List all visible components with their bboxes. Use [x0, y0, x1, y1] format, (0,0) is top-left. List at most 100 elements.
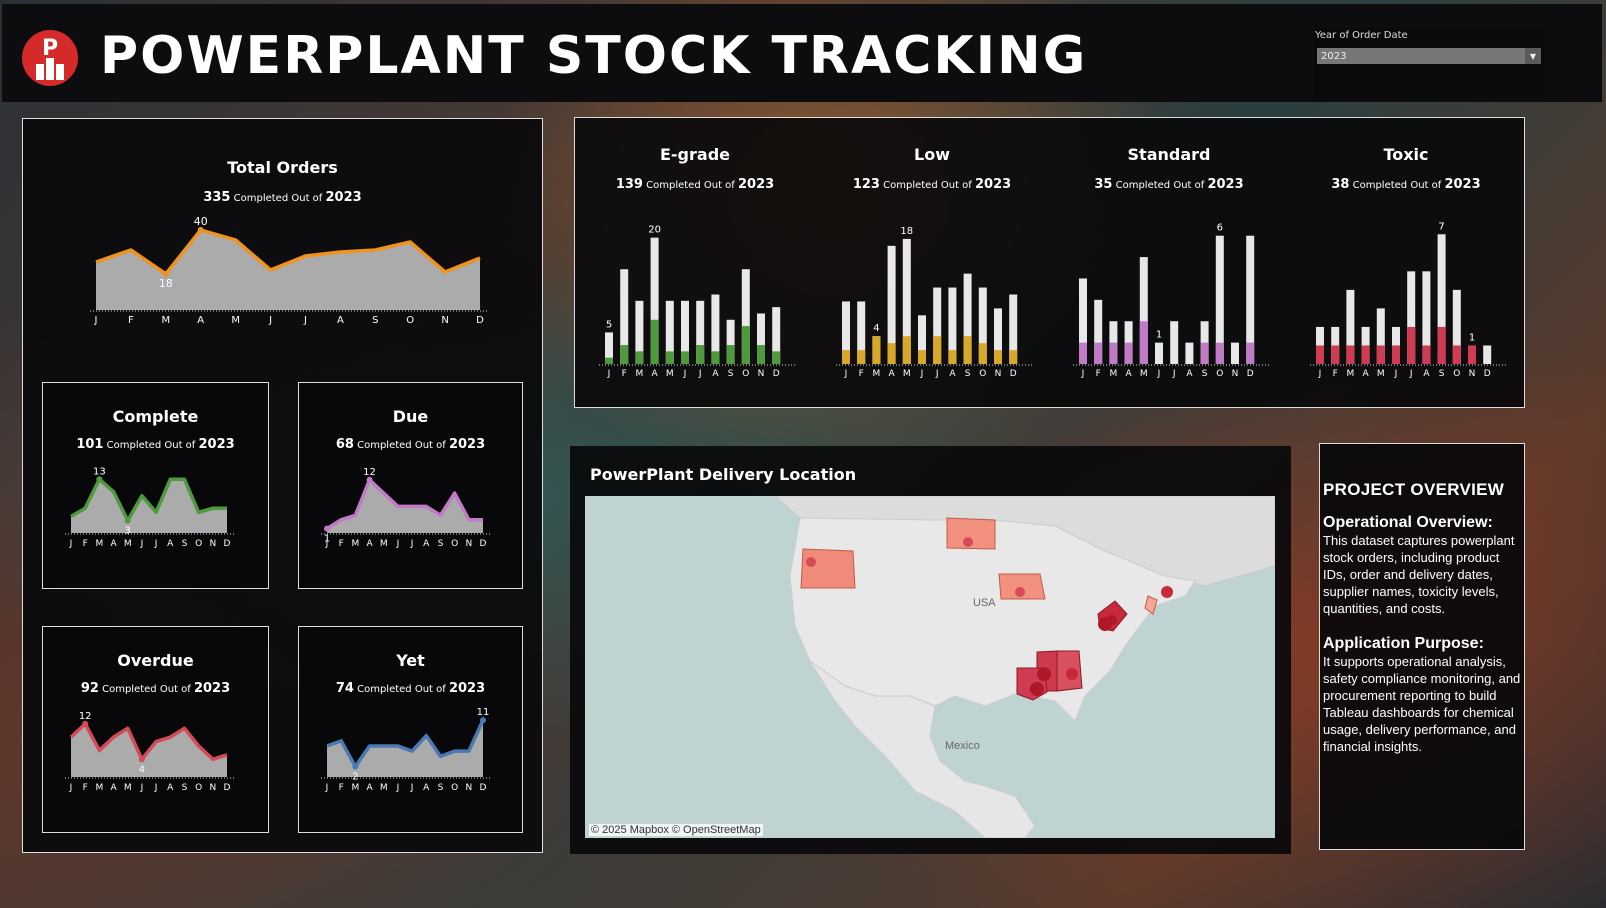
- x-tick-label: O: [406, 315, 414, 326]
- x-tick-label: J: [396, 783, 400, 793]
- standard-svg: J F M A M J J A S O N D16: [1073, 223, 1269, 379]
- map-point: [1030, 682, 1044, 696]
- bar-completed: [1422, 345, 1431, 364]
- x-tick-label: J: [1172, 369, 1176, 379]
- egrade-subtitle: 139 Completed Out of 2023: [615, 177, 775, 192]
- x-tick-label: S: [1439, 369, 1445, 379]
- x-tick-label: J: [325, 539, 329, 549]
- bar-total: [963, 273, 972, 364]
- map-point: [1107, 615, 1117, 625]
- bar-completed: [681, 351, 689, 364]
- x-tick-label: A: [167, 783, 174, 793]
- map-state-oregon: [800, 548, 856, 589]
- bar-completed: [1109, 342, 1118, 364]
- x-tick-label: A: [110, 783, 117, 793]
- x-tick-label: A: [197, 315, 204, 326]
- total-orders-chart[interactable]: Total Orders 335 Completed Out of 2023 J…: [22, 118, 543, 338]
- map-state-delaware: [1144, 595, 1158, 615]
- map-title: PowerPlant Delivery Location: [590, 465, 857, 484]
- x-tick-label: M: [124, 783, 132, 793]
- map-attribution[interactable]: © 2025 Mapbox © OpenStreetMap: [589, 824, 763, 836]
- x-tick-label: N: [758, 369, 765, 379]
- bar-completed: [1079, 342, 1087, 364]
- x-tick-label: J: [268, 315, 272, 326]
- bar-completed: [665, 351, 674, 364]
- year-filter-dropdown[interactable]: 2023 ▼: [1317, 48, 1541, 64]
- x-tick-label: S: [182, 783, 188, 793]
- delivery-map[interactable]: USA Mexico © 2025 Mapbox © OpenStreetMap: [585, 496, 1275, 838]
- complete-title: Complete: [112, 407, 199, 426]
- x-tick-label: A: [712, 369, 719, 379]
- x-tick-label: J: [69, 539, 73, 549]
- x-tick-label: A: [1423, 369, 1430, 379]
- x-tick-label: M: [1140, 369, 1148, 379]
- bar-completed: [994, 350, 1002, 364]
- series-line: [326, 719, 485, 769]
- bar-completed: [1376, 345, 1385, 364]
- bar-completed: [757, 345, 765, 364]
- x-tick-label: M: [1377, 369, 1385, 379]
- chevron-down-icon[interactable]: ▼: [1525, 48, 1541, 64]
- min-label: 18: [159, 277, 173, 290]
- bar-total: [665, 300, 674, 364]
- bar-total: [1376, 308, 1385, 364]
- min-label: 4: [873, 323, 879, 334]
- bar-total: [842, 301, 850, 364]
- year-filter-label: Year of Order Date: [1315, 30, 1408, 41]
- bar-total: [605, 332, 613, 364]
- series-line: [95, 228, 481, 276]
- x-tick-label: D: [1010, 369, 1017, 379]
- max-point: [96, 476, 103, 483]
- x-tick-label: O: [1216, 369, 1223, 379]
- bar-completed: [857, 350, 866, 364]
- bar-total: [1155, 342, 1163, 364]
- overdue-title: Overdue: [117, 651, 194, 670]
- x-tick-label: M: [351, 539, 359, 549]
- x-tick-label: F: [339, 783, 344, 793]
- max-label: 40: [194, 215, 208, 228]
- bar-completed: [1331, 345, 1340, 364]
- x-tick-label: M: [161, 315, 170, 326]
- min-label: 1: [1469, 332, 1475, 343]
- min-label: 2: [352, 772, 358, 783]
- egrade-title: E-grade: [659, 145, 730, 164]
- year-filter-value: 2023: [1321, 50, 1347, 62]
- max-label: 12: [79, 711, 92, 722]
- header-bar: P POWERPLANT STOCK TRACKING Year of Orde…: [2, 4, 1602, 102]
- yet-subtitle: 74 Completed Out of 2023: [335, 681, 486, 696]
- x-tick-label: O: [451, 783, 458, 793]
- x-tick-label: M: [636, 369, 644, 379]
- year-filter[interactable]: Year of Order Date 2023 ▼: [1314, 28, 1544, 98]
- x-tick-label: M: [124, 539, 132, 549]
- x-tick-label: S: [728, 369, 734, 379]
- x-tick-label: O: [195, 783, 202, 793]
- bar-completed: [948, 350, 957, 364]
- bar-total: [1452, 289, 1461, 364]
- x-tick-label: J: [154, 783, 158, 793]
- bar-total: [1185, 342, 1194, 364]
- x-tick-label: A: [423, 539, 430, 549]
- bar-total: [726, 319, 735, 364]
- x-tick-label: M: [873, 369, 881, 379]
- bar-total: [1407, 271, 1416, 364]
- bar-total: [1139, 257, 1148, 364]
- bar-total: [757, 313, 765, 364]
- x-tick-label: A: [110, 539, 117, 549]
- x-tick-label: J: [140, 539, 144, 549]
- min-label: 1: [1156, 330, 1162, 341]
- overview-heading: PROJECT OVERVIEW: [1323, 480, 1505, 499]
- bar-total: [1215, 235, 1224, 364]
- x-tick-label: O: [451, 539, 458, 549]
- max-point: [82, 720, 89, 727]
- bar-total: [1170, 321, 1179, 364]
- x-tick-label: J: [1081, 369, 1085, 379]
